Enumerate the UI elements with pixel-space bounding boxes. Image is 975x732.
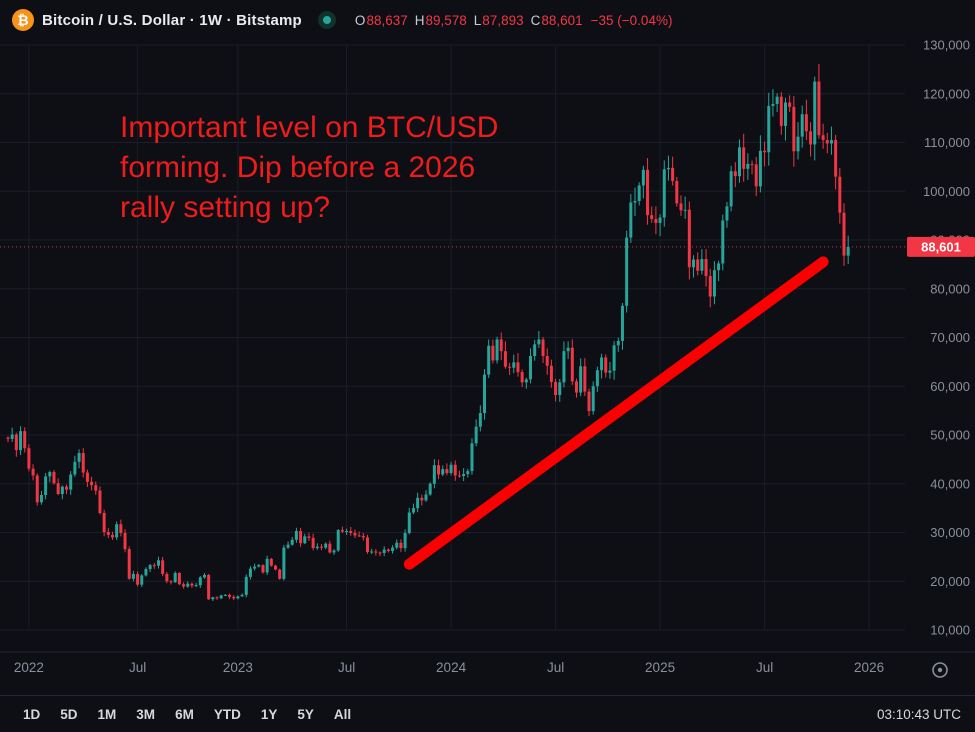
chart-header: ₿ Bitcoin / U.S. Dollar · 1W · Bitstamp … (0, 0, 975, 40)
range-button-5d[interactable]: 5D (51, 703, 86, 726)
candles (6, 64, 850, 602)
y-tick-label: 130,000 (923, 40, 970, 53)
range-button-1y[interactable]: 1Y (252, 703, 287, 726)
range-buttons: 1D 5D 1M 3M 6M YTD 1Y 5Y All (14, 703, 360, 726)
x-tick-label: 2022 (14, 660, 44, 675)
low-value: 87,893 (482, 12, 524, 28)
range-button-6m[interactable]: 6M (166, 703, 203, 726)
y-tick-label: 20,000 (930, 574, 970, 589)
y-tick-label: 120,000 (923, 86, 970, 101)
y-tick-label: 80,000 (930, 281, 970, 296)
y-tick-label: 70,000 (930, 330, 970, 345)
current-price-tag[interactable]: 88,601 (907, 236, 975, 257)
axis-settings-icon[interactable] (928, 659, 952, 681)
close-value: 88,601 (541, 12, 583, 28)
grid: 130,000120,000110,000100,00090,00080,000… (0, 40, 975, 675)
range-button-1d[interactable]: 1D (14, 703, 49, 726)
range-button-5y[interactable]: 5Y (288, 703, 323, 726)
range-button-1m[interactable]: 1M (89, 703, 126, 726)
low-label: L (473, 12, 482, 28)
timezone-clock[interactable]: 03:10:43 UTC (876, 706, 961, 722)
high-value: 89,578 (425, 12, 467, 28)
y-tick-label: 110,000 (924, 135, 970, 150)
x-tick-label: Jul (338, 660, 355, 675)
open-value: 88,637 (366, 12, 408, 28)
y-tick-label: 10,000 (930, 623, 970, 638)
close-label: C (530, 12, 541, 28)
x-tick-label: 2025 (645, 660, 675, 675)
range-button-all[interactable]: All (325, 703, 360, 726)
range-button-ytd[interactable]: YTD (205, 703, 250, 726)
symbol-title[interactable]: Bitcoin / U.S. Dollar · 1W · Bitstamp (42, 11, 302, 29)
x-tick-label: 2026 (854, 660, 884, 675)
x-tick-label: 2023 (223, 660, 253, 675)
chart-area[interactable]: 130,000120,000110,000100,00090,00080,000… (0, 40, 975, 695)
trendline[interactable] (403, 256, 829, 570)
y-tick-label: 40,000 (930, 476, 970, 491)
y-tick-label: 30,000 (930, 525, 970, 540)
y-tick-label: 50,000 (930, 428, 970, 443)
x-tick-label: Jul (547, 660, 564, 675)
open-label: O (354, 12, 366, 28)
range-button-3m[interactable]: 3M (127, 703, 164, 726)
market-status-icon[interactable] (317, 11, 336, 29)
x-tick-label: 2024 (436, 660, 467, 675)
bottom-toolbar: 1D 5D 1M 3M 6M YTD 1Y 5Y All 03:10:43 UTC (0, 695, 975, 732)
ohlc-readout: O 88,637 H 89,578 L 87,893 C 88,601 −35 … (348, 13, 673, 28)
bitcoin-icon: ₿ (12, 9, 34, 31)
y-tick-label: 100,000 (923, 184, 970, 199)
candlestick-chart[interactable]: 130,000120,000110,000100,00090,00080,000… (0, 40, 975, 696)
x-tick-label: Jul (129, 660, 146, 675)
y-tick-label: 60,000 (930, 379, 970, 394)
svg-text:88,601: 88,601 (921, 239, 961, 254)
high-label: H (414, 12, 425, 28)
bitcoin-glyph: ₿ (17, 12, 29, 28)
change-value: −35 (−0.04%) (590, 12, 673, 28)
market-status-dot (322, 16, 331, 24)
x-tick-label: Jul (756, 660, 773, 675)
